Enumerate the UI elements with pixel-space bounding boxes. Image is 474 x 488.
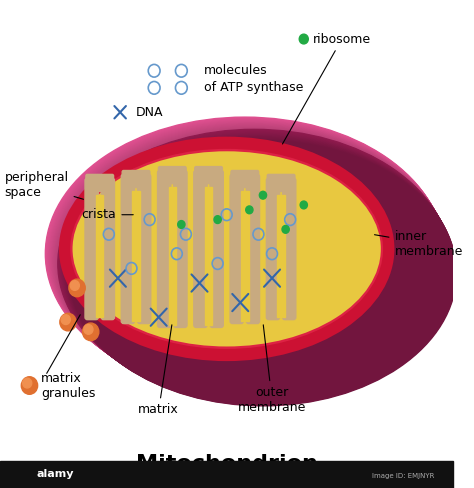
Ellipse shape <box>68 139 456 405</box>
Ellipse shape <box>52 123 447 395</box>
Text: matrix
granules: matrix granules <box>41 371 95 400</box>
Ellipse shape <box>62 133 453 401</box>
Bar <box>0 461 453 488</box>
Ellipse shape <box>61 133 452 401</box>
Ellipse shape <box>56 128 450 397</box>
FancyBboxPatch shape <box>277 195 285 317</box>
FancyBboxPatch shape <box>85 178 98 320</box>
Text: outer
membrane: outer membrane <box>238 325 306 414</box>
Ellipse shape <box>59 131 451 400</box>
Circle shape <box>69 279 85 297</box>
Ellipse shape <box>59 137 394 361</box>
Ellipse shape <box>51 123 447 394</box>
Ellipse shape <box>59 130 451 399</box>
Circle shape <box>246 206 253 214</box>
Ellipse shape <box>70 141 456 406</box>
Circle shape <box>84 325 93 334</box>
Ellipse shape <box>49 121 446 392</box>
Ellipse shape <box>65 137 455 403</box>
FancyBboxPatch shape <box>283 178 296 320</box>
Ellipse shape <box>63 134 453 402</box>
FancyBboxPatch shape <box>241 191 248 321</box>
Ellipse shape <box>141 185 240 244</box>
Text: DNA: DNA <box>136 106 164 119</box>
Ellipse shape <box>55 127 449 397</box>
Circle shape <box>60 313 76 331</box>
Circle shape <box>259 191 266 199</box>
FancyBboxPatch shape <box>230 174 243 324</box>
Ellipse shape <box>64 136 454 403</box>
Circle shape <box>178 221 185 228</box>
Circle shape <box>82 323 99 341</box>
Circle shape <box>300 201 308 209</box>
Text: Image ID: EMJNYR: Image ID: EMJNYR <box>372 473 434 479</box>
Text: peripheral
space: peripheral space <box>5 171 83 200</box>
Text: ribosome: ribosome <box>283 33 371 144</box>
Ellipse shape <box>67 138 455 404</box>
Ellipse shape <box>48 120 446 392</box>
Ellipse shape <box>70 149 383 349</box>
FancyBboxPatch shape <box>137 174 151 324</box>
Ellipse shape <box>55 126 449 396</box>
Ellipse shape <box>64 135 454 402</box>
FancyBboxPatch shape <box>132 191 140 321</box>
Circle shape <box>21 377 37 394</box>
Text: matrix: matrix <box>138 325 179 416</box>
Ellipse shape <box>50 122 447 394</box>
FancyBboxPatch shape <box>205 187 212 325</box>
Ellipse shape <box>53 124 448 395</box>
Text: of ATP synthase: of ATP synthase <box>204 81 303 94</box>
FancyBboxPatch shape <box>157 170 171 327</box>
Ellipse shape <box>46 118 445 391</box>
FancyBboxPatch shape <box>158 166 186 183</box>
Ellipse shape <box>46 117 444 390</box>
Ellipse shape <box>58 129 451 398</box>
FancyBboxPatch shape <box>96 195 103 317</box>
Text: alamy: alamy <box>36 469 74 479</box>
FancyBboxPatch shape <box>267 174 295 191</box>
Text: crista: crista <box>82 208 133 221</box>
Ellipse shape <box>49 121 447 393</box>
Ellipse shape <box>47 119 445 391</box>
Ellipse shape <box>73 151 381 346</box>
Text: inner
membrane: inner membrane <box>374 230 463 258</box>
Ellipse shape <box>60 132 452 400</box>
FancyBboxPatch shape <box>121 174 135 324</box>
Text: molecules: molecules <box>204 64 268 77</box>
FancyBboxPatch shape <box>246 174 260 324</box>
FancyBboxPatch shape <box>231 170 259 187</box>
Circle shape <box>70 281 79 290</box>
Circle shape <box>214 216 221 224</box>
FancyBboxPatch shape <box>101 178 115 320</box>
FancyBboxPatch shape <box>194 170 207 327</box>
Text: Mitochondrion: Mitochondrion <box>136 454 318 473</box>
FancyBboxPatch shape <box>169 187 176 325</box>
Ellipse shape <box>57 128 450 398</box>
Ellipse shape <box>66 138 455 404</box>
FancyBboxPatch shape <box>122 170 150 187</box>
FancyBboxPatch shape <box>86 174 114 191</box>
Circle shape <box>282 225 289 233</box>
Circle shape <box>61 315 70 325</box>
Ellipse shape <box>54 125 448 396</box>
FancyBboxPatch shape <box>266 178 280 320</box>
FancyBboxPatch shape <box>210 170 223 327</box>
Ellipse shape <box>69 140 456 406</box>
Circle shape <box>23 378 32 388</box>
Circle shape <box>299 34 308 44</box>
FancyBboxPatch shape <box>195 166 222 183</box>
FancyBboxPatch shape <box>174 170 187 327</box>
